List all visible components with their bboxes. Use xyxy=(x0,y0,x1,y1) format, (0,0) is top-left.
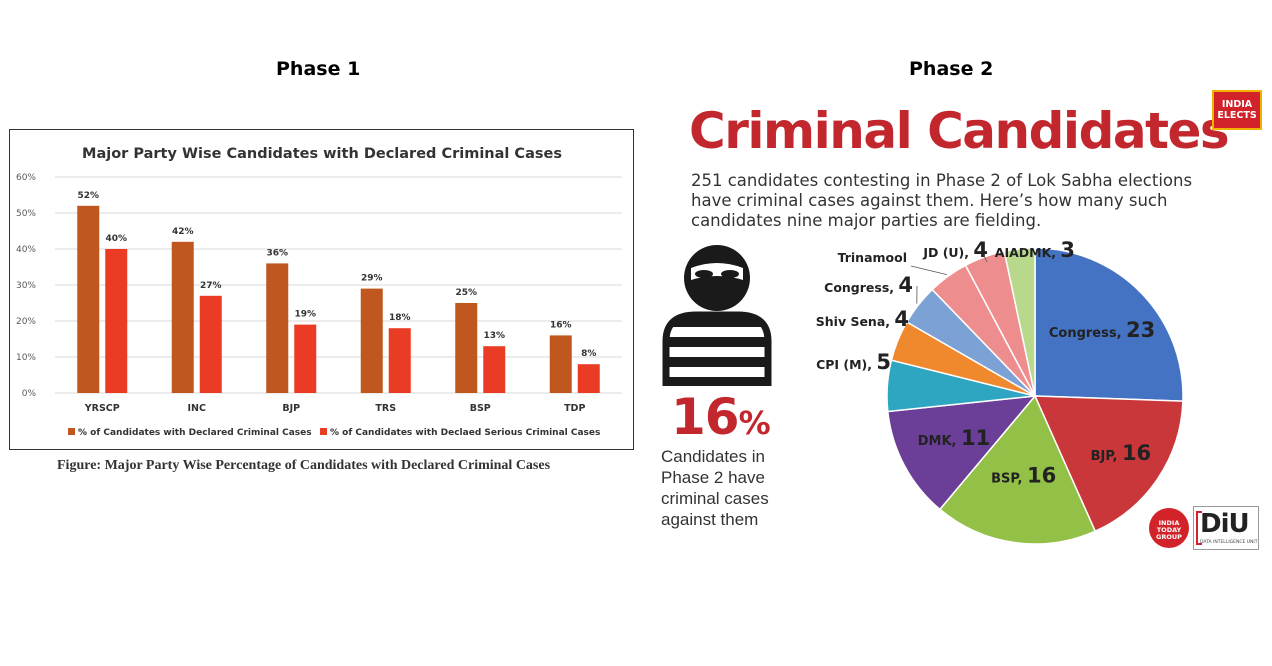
criminal-candidates-infographic: Congress, 23 BJP, 16 BSP, 16 DMK, 11 CPI (M)… xyxy=(655,88,1272,558)
data-label: 40% xyxy=(105,234,127,244)
bar xyxy=(388,328,411,393)
phase-1-heading: Phase 1 xyxy=(276,58,361,80)
legend-label: % of Candidates with Declaed Serious Cri… xyxy=(330,428,600,438)
y-tick-label: 0% xyxy=(22,389,37,399)
bar xyxy=(77,205,100,393)
pie-slice-label: AIADMK, 3 xyxy=(995,238,1075,262)
pie-slice-label: CPI (M), 5 xyxy=(816,350,891,374)
pie-slice-label: BSP, 16 xyxy=(991,464,1056,488)
bar xyxy=(549,335,572,393)
y-tick-label: 60% xyxy=(16,173,36,183)
y-tick-label: 20% xyxy=(16,317,36,327)
bar-chart-title: Major Party Wise Candidates with Declare… xyxy=(82,146,562,162)
bar xyxy=(105,249,128,393)
bar xyxy=(199,295,222,393)
y-tick-label: 10% xyxy=(16,353,36,363)
pie-slice-label: BJP, 16 xyxy=(1091,441,1152,465)
pie-slice-label: Congress, 23 xyxy=(1049,318,1155,342)
bar xyxy=(360,288,383,393)
legend-swatch xyxy=(68,428,75,435)
pie-slice xyxy=(1003,247,1036,397)
data-label: 29% xyxy=(361,274,383,284)
x-tick-label: BSP xyxy=(470,403,491,414)
diu-logo: DiU DATA INTELLIGENCE UNIT xyxy=(1193,506,1259,550)
pie-slice-label: DMK, 11 xyxy=(918,426,991,450)
y-tick-label: 40% xyxy=(16,245,36,255)
bar xyxy=(577,364,600,393)
data-label: 19% xyxy=(294,310,316,320)
legend-label: % of Candidates with Declared Criminal C… xyxy=(78,428,312,438)
infographic-title: Criminal Candidates xyxy=(689,102,1230,160)
pie-slice-label: JD (U), 4 xyxy=(922,238,988,262)
pie-slice xyxy=(1034,247,1184,402)
bar-chart-panel: Major Party Wise Candidates with Declare… xyxy=(9,129,634,450)
bar xyxy=(483,346,506,393)
phase-2-heading: Phase 2 xyxy=(909,58,994,80)
data-label: 13% xyxy=(483,331,505,341)
leader-line xyxy=(983,254,988,263)
leader-line xyxy=(910,265,947,276)
india-elects-badge: INDIA ELECTS xyxy=(1212,90,1262,130)
pie-slice-label: Shiv Sena, 4 xyxy=(816,307,909,331)
x-tick-label: TDP xyxy=(564,403,585,414)
india-today-logo: INDIA TODAY GROUP xyxy=(1149,508,1189,548)
data-label: 18% xyxy=(389,313,411,323)
x-tick-label: INC xyxy=(188,403,206,414)
bar xyxy=(294,324,317,393)
bar-chart: Major Party Wise Candidates with Declare… xyxy=(16,146,622,438)
y-tick-label: 50% xyxy=(16,209,36,219)
legend-swatch xyxy=(320,428,327,435)
pie-slice xyxy=(1033,395,1184,533)
bar xyxy=(455,303,478,393)
data-label: 25% xyxy=(455,288,477,298)
y-tick-label: 30% xyxy=(16,281,36,291)
x-tick-label: YRSCP xyxy=(84,403,120,414)
data-label: 36% xyxy=(266,248,288,258)
masked-criminal-icon xyxy=(662,245,772,386)
stat-description: Candidates in Phase 2 have criminal case… xyxy=(661,447,769,529)
data-label: 27% xyxy=(200,281,222,291)
data-label: 16% xyxy=(550,320,572,330)
bar xyxy=(266,263,289,393)
publisher-logos: INDIA TODAY GROUP DiU DATA INTELLIGENCE … xyxy=(1149,506,1261,552)
x-tick-label: BJP xyxy=(282,403,300,414)
x-tick-label: TRS xyxy=(375,403,396,414)
stat-percentage: 16% xyxy=(671,388,771,446)
pie-slice-label: Congress, 4 xyxy=(824,273,913,297)
data-label: 52% xyxy=(77,191,99,201)
bar xyxy=(171,241,194,393)
pie-slice-label: Trinamool xyxy=(838,250,907,265)
pie-slice xyxy=(938,394,1097,545)
data-label: 8% xyxy=(581,349,596,359)
bar-chart-caption: Figure: Major Party Wise Percentage of C… xyxy=(57,458,551,473)
infographic-subtitle: 251 candidates contesting in Phase 2 of … xyxy=(691,171,1193,230)
data-label: 42% xyxy=(172,227,194,237)
pie-slice xyxy=(886,395,1037,511)
